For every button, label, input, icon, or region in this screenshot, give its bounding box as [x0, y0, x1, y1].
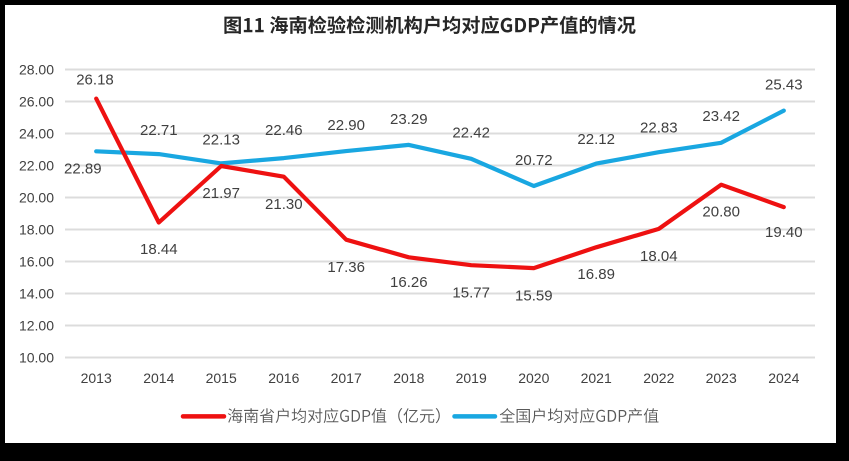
svg-text:2023: 2023	[706, 370, 737, 386]
svg-text:22.46: 22.46	[265, 122, 303, 139]
svg-text:2014: 2014	[143, 370, 174, 386]
svg-text:26.18: 26.18	[76, 72, 114, 89]
svg-text:18.00: 18.00	[19, 222, 54, 238]
svg-text:28.00: 28.00	[19, 62, 54, 78]
svg-text:2013: 2013	[81, 370, 112, 386]
svg-text:22.89: 22.89	[64, 160, 102, 177]
svg-text:23.29: 23.29	[390, 111, 428, 128]
svg-text:17.36: 17.36	[327, 259, 365, 276]
svg-text:16.26: 16.26	[390, 274, 428, 291]
svg-text:21.97: 21.97	[202, 185, 240, 202]
svg-text:2018: 2018	[393, 370, 424, 386]
svg-text:14.00: 14.00	[19, 286, 54, 302]
svg-text:2021: 2021	[581, 370, 612, 386]
svg-text:22.71: 22.71	[140, 122, 178, 139]
svg-text:16.00: 16.00	[19, 254, 54, 270]
svg-text:20.72: 20.72	[515, 152, 553, 169]
svg-text:23.42: 23.42	[702, 108, 740, 125]
svg-text:22.83: 22.83	[640, 120, 678, 137]
svg-text:22.00: 22.00	[19, 158, 54, 174]
svg-text:2022: 2022	[643, 370, 674, 386]
svg-text:2019: 2019	[456, 370, 487, 386]
svg-text:2017: 2017	[331, 370, 362, 386]
svg-text:12.00: 12.00	[19, 318, 54, 334]
svg-text:25.43: 25.43	[765, 77, 803, 94]
svg-text:16.89: 16.89	[577, 266, 615, 283]
svg-text:19.40: 19.40	[765, 224, 803, 241]
svg-text:2024: 2024	[768, 370, 799, 386]
svg-text:2015: 2015	[206, 370, 237, 386]
svg-text:15.77: 15.77	[452, 284, 490, 301]
svg-text:10.00: 10.00	[19, 350, 54, 366]
svg-text:22.90: 22.90	[327, 117, 365, 134]
svg-text:18.04: 18.04	[640, 248, 678, 265]
svg-text:22.42: 22.42	[452, 125, 490, 142]
svg-text:20.80: 20.80	[702, 203, 740, 220]
svg-text:22.13: 22.13	[202, 132, 240, 149]
svg-text:20.00: 20.00	[19, 190, 54, 206]
svg-text:15.59: 15.59	[515, 288, 553, 305]
svg-text:21.30: 21.30	[265, 196, 303, 213]
svg-text:26.00: 26.00	[19, 94, 54, 110]
svg-text:22.12: 22.12	[577, 131, 615, 148]
svg-text:18.44: 18.44	[140, 241, 178, 258]
svg-text:2020: 2020	[518, 370, 549, 386]
svg-text:24.00: 24.00	[19, 126, 54, 142]
svg-text:2016: 2016	[268, 370, 299, 386]
